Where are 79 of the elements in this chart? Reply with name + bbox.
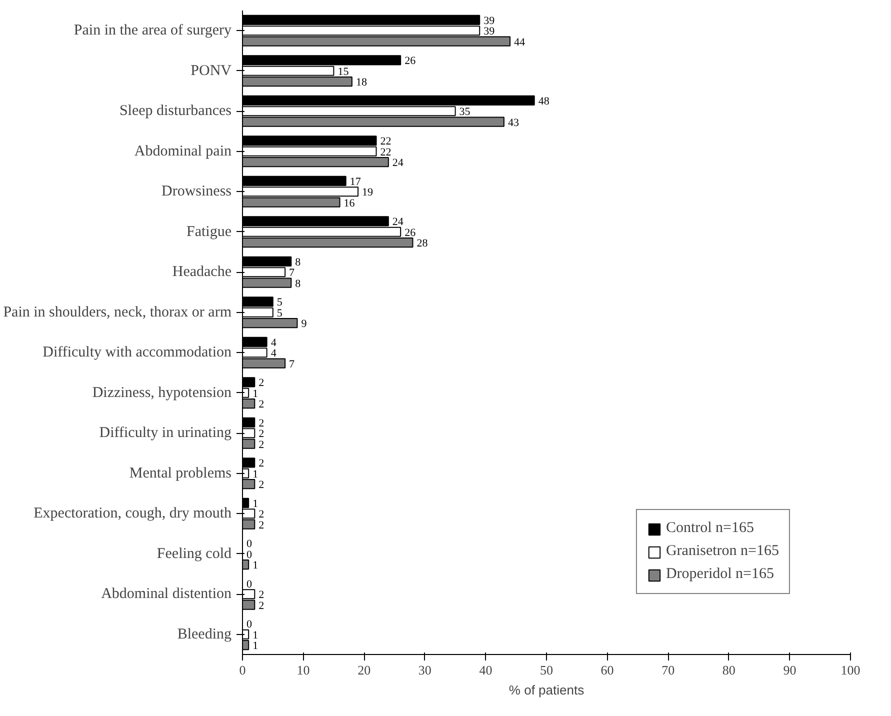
data-label: 24: [392, 216, 404, 228]
data-label: 1: [252, 629, 258, 642]
data-label: 4: [270, 348, 277, 360]
data-label: 39: [484, 14, 496, 27]
data-label: 1: [252, 468, 258, 480]
data-label: 5: [276, 307, 283, 320]
y-tick-label: Mental problems: [129, 465, 232, 482]
data-label: 2: [258, 519, 264, 532]
data-label: 0: [246, 578, 252, 590]
data-label: 2: [258, 428, 264, 440]
data-label: 5: [276, 296, 283, 309]
x-tick-label: 40: [479, 662, 492, 678]
y-tick-label: PONV: [190, 62, 232, 79]
y-tick-label: Headache: [172, 264, 232, 280]
y-tick-label: Difficulty with accommodation: [42, 344, 232, 361]
data-label: 9: [301, 318, 308, 330]
y-tick-label: Dizziness, hypotension: [92, 384, 232, 401]
y-tick-label: Expectoration, cough, dry mouth: [34, 506, 232, 522]
data-label: 17: [350, 176, 362, 188]
data-label: 0: [246, 548, 252, 561]
data-label: 7: [289, 358, 296, 370]
data-label: 2: [258, 438, 264, 451]
x-tick-label: 50: [540, 662, 553, 678]
data-label: 48: [538, 95, 550, 108]
data-label: 8: [295, 278, 302, 290]
x-tick-label: 10: [296, 662, 310, 678]
data-label: 43: [508, 116, 520, 129]
x-tick-label: 70: [662, 662, 675, 678]
data-label: 18: [356, 76, 368, 89]
data-label: 2: [258, 508, 264, 521]
y-tick-label: Abdominal distention: [101, 586, 232, 602]
data-label: 1: [252, 498, 258, 510]
y-tick-label: Bleeding: [177, 626, 232, 642]
data-label: 2: [258, 377, 264, 390]
x-tick-label: 100: [840, 662, 860, 678]
data-label: 2: [258, 589, 264, 602]
legend-label: Droperidol n=165: [666, 566, 774, 583]
data-label: 2: [258, 600, 264, 612]
data-label: 15: [338, 66, 350, 78]
y-tick-label: Sleep disturbances: [119, 103, 232, 120]
data-label: 4: [270, 336, 277, 349]
data-label: 2: [258, 458, 264, 470]
data-label: 2: [258, 479, 264, 492]
y-tick-label: Drowsiness: [162, 184, 232, 200]
x-tick-label: 90: [783, 662, 796, 678]
y-tick-label: Fatigue: [186, 224, 232, 240]
x-tick-label: 20: [358, 662, 371, 678]
data-label: 26: [404, 226, 416, 239]
data-label: 44: [514, 36, 526, 48]
y-tick-label: Feeling cold: [156, 546, 232, 562]
data-label: 1: [252, 388, 258, 400]
data-label: 0: [246, 538, 252, 550]
y-tick-label: Abdominal pain: [134, 143, 232, 160]
legend-label: Control n=165: [666, 520, 754, 537]
data-label: 28: [416, 238, 428, 250]
data-label: 2: [258, 417, 264, 430]
data-label: 1: [252, 640, 258, 652]
x-tick-label: 0: [239, 662, 246, 678]
data-label: 35: [459, 106, 471, 118]
data-label: 2: [258, 398, 264, 411]
data-label: 1: [252, 560, 258, 572]
data-label: 26: [404, 55, 416, 68]
data-label: 19: [362, 186, 374, 199]
y-tick-label: Pain in shoulders, neck, thorax or arm: [3, 304, 232, 320]
data-label: 22: [380, 146, 392, 158]
data-label: 24: [392, 157, 404, 170]
x-tick-label: 60: [600, 662, 614, 678]
data-label: 0: [246, 618, 252, 631]
data-label: 22: [380, 136, 392, 148]
y-tick-label: Pain in the area of surgery: [74, 22, 232, 39]
data-label: 39: [484, 26, 496, 38]
x-tick-label: 80: [722, 662, 736, 678]
data-label: 8: [295, 256, 302, 268]
data-label: 16: [344, 197, 356, 210]
data-label: 7: [289, 267, 296, 280]
x-axis-title: % of patients: [508, 682, 585, 698]
y-tick-label: Difficulty in urinating: [99, 425, 232, 442]
legend-label: Granisetron n=165: [666, 543, 779, 560]
x-tick-label: 30: [418, 662, 432, 678]
